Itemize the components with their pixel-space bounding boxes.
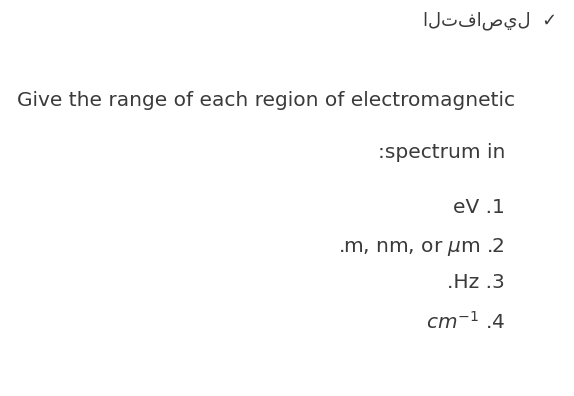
Text: :spectrum in: :spectrum in	[378, 143, 505, 162]
Text: $\mathit{cm}^{-1}$ .4: $\mathit{cm}^{-1}$ .4	[426, 311, 505, 333]
Text: التفاصيل  ✓: التفاصيل ✓	[422, 12, 557, 30]
Text: .Hz .3: .Hz .3	[447, 273, 505, 292]
Text: .m, nm, or $\mathit{\mu}$m .2: .m, nm, or $\mathit{\mu}$m .2	[339, 236, 505, 258]
Text: Give the range of each region of electromagnetic: Give the range of each region of electro…	[17, 91, 515, 110]
Text: eV .1: eV .1	[453, 198, 505, 217]
